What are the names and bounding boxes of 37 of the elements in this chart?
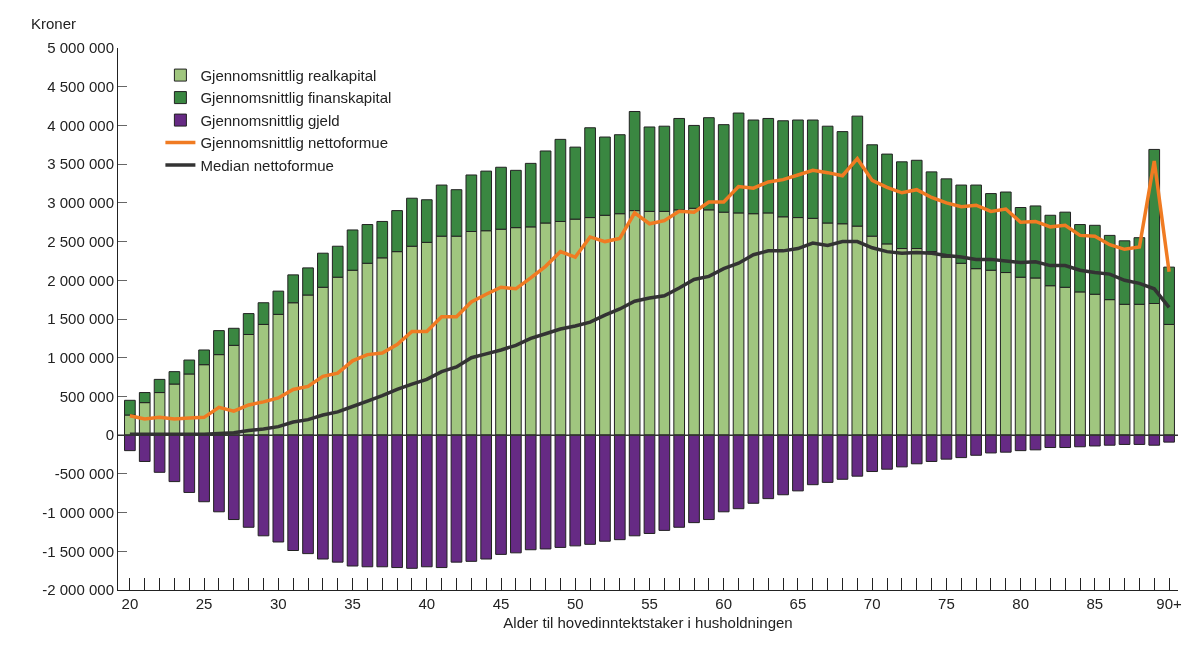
y-axis-title: Kroner xyxy=(31,15,77,32)
legend-label: Median nettoformue xyxy=(200,156,334,174)
x-tick-label: 60 xyxy=(715,595,733,612)
x-tick-label: 90+ xyxy=(1156,595,1183,612)
x-tick-label: 80 xyxy=(1012,595,1029,612)
legend-label: Gjennomsnittlig finanskapital xyxy=(200,89,392,107)
x-tick-label: 25 xyxy=(195,595,213,612)
x-axis-title: Alder til hovedinntektstaker i husholdningen xyxy=(503,614,793,631)
x-tick-label: 40 xyxy=(418,595,436,612)
y-tick-label: -2 000 000 xyxy=(42,581,114,599)
y-tick-label: 500 000 xyxy=(59,387,114,405)
legend-label: Gjennomsnittlig realkapital xyxy=(200,66,377,84)
x-tick-label: 70 xyxy=(863,595,881,612)
x-tick-label: 85 xyxy=(1086,595,1104,612)
x-tick-label: 20 xyxy=(121,595,139,612)
x-tick-label: 65 xyxy=(789,595,807,612)
x-tick-label: 45 xyxy=(492,595,510,612)
x-tick-label: 75 xyxy=(938,595,955,612)
y-tick-label: -500 000 xyxy=(54,465,114,483)
y-tick-label: 5 000 000 xyxy=(47,39,114,57)
y-tick-label: 2 000 000 xyxy=(47,271,114,289)
y-tick-label: 2 500 000 xyxy=(47,232,114,250)
x-tick-label: 50 xyxy=(566,595,584,612)
y-tick-label: 1 000 000 xyxy=(47,348,114,366)
x-tick-label: 35 xyxy=(344,595,361,612)
y-tick-label: 0 xyxy=(105,426,114,444)
y-tick-label: 3 000 000 xyxy=(47,194,114,212)
y-tick-label: 4 500 000 xyxy=(47,77,114,95)
x-tick-label: 30 xyxy=(270,595,287,612)
y-tick-label: -1 500 000 xyxy=(42,542,114,560)
y-tick-label: 3 500 000 xyxy=(47,155,114,173)
y-tick-label: -1 000 000 xyxy=(42,503,114,521)
x-tick-label: 55 xyxy=(641,595,658,612)
legend-label: Gjennomsnittlig nettoformue xyxy=(200,134,389,152)
y-tick-label: 4 000 000 xyxy=(47,116,114,134)
legend-label: Gjennomsnittlig gjeld xyxy=(200,111,340,129)
y-tick-label: 1 500 000 xyxy=(47,310,114,328)
